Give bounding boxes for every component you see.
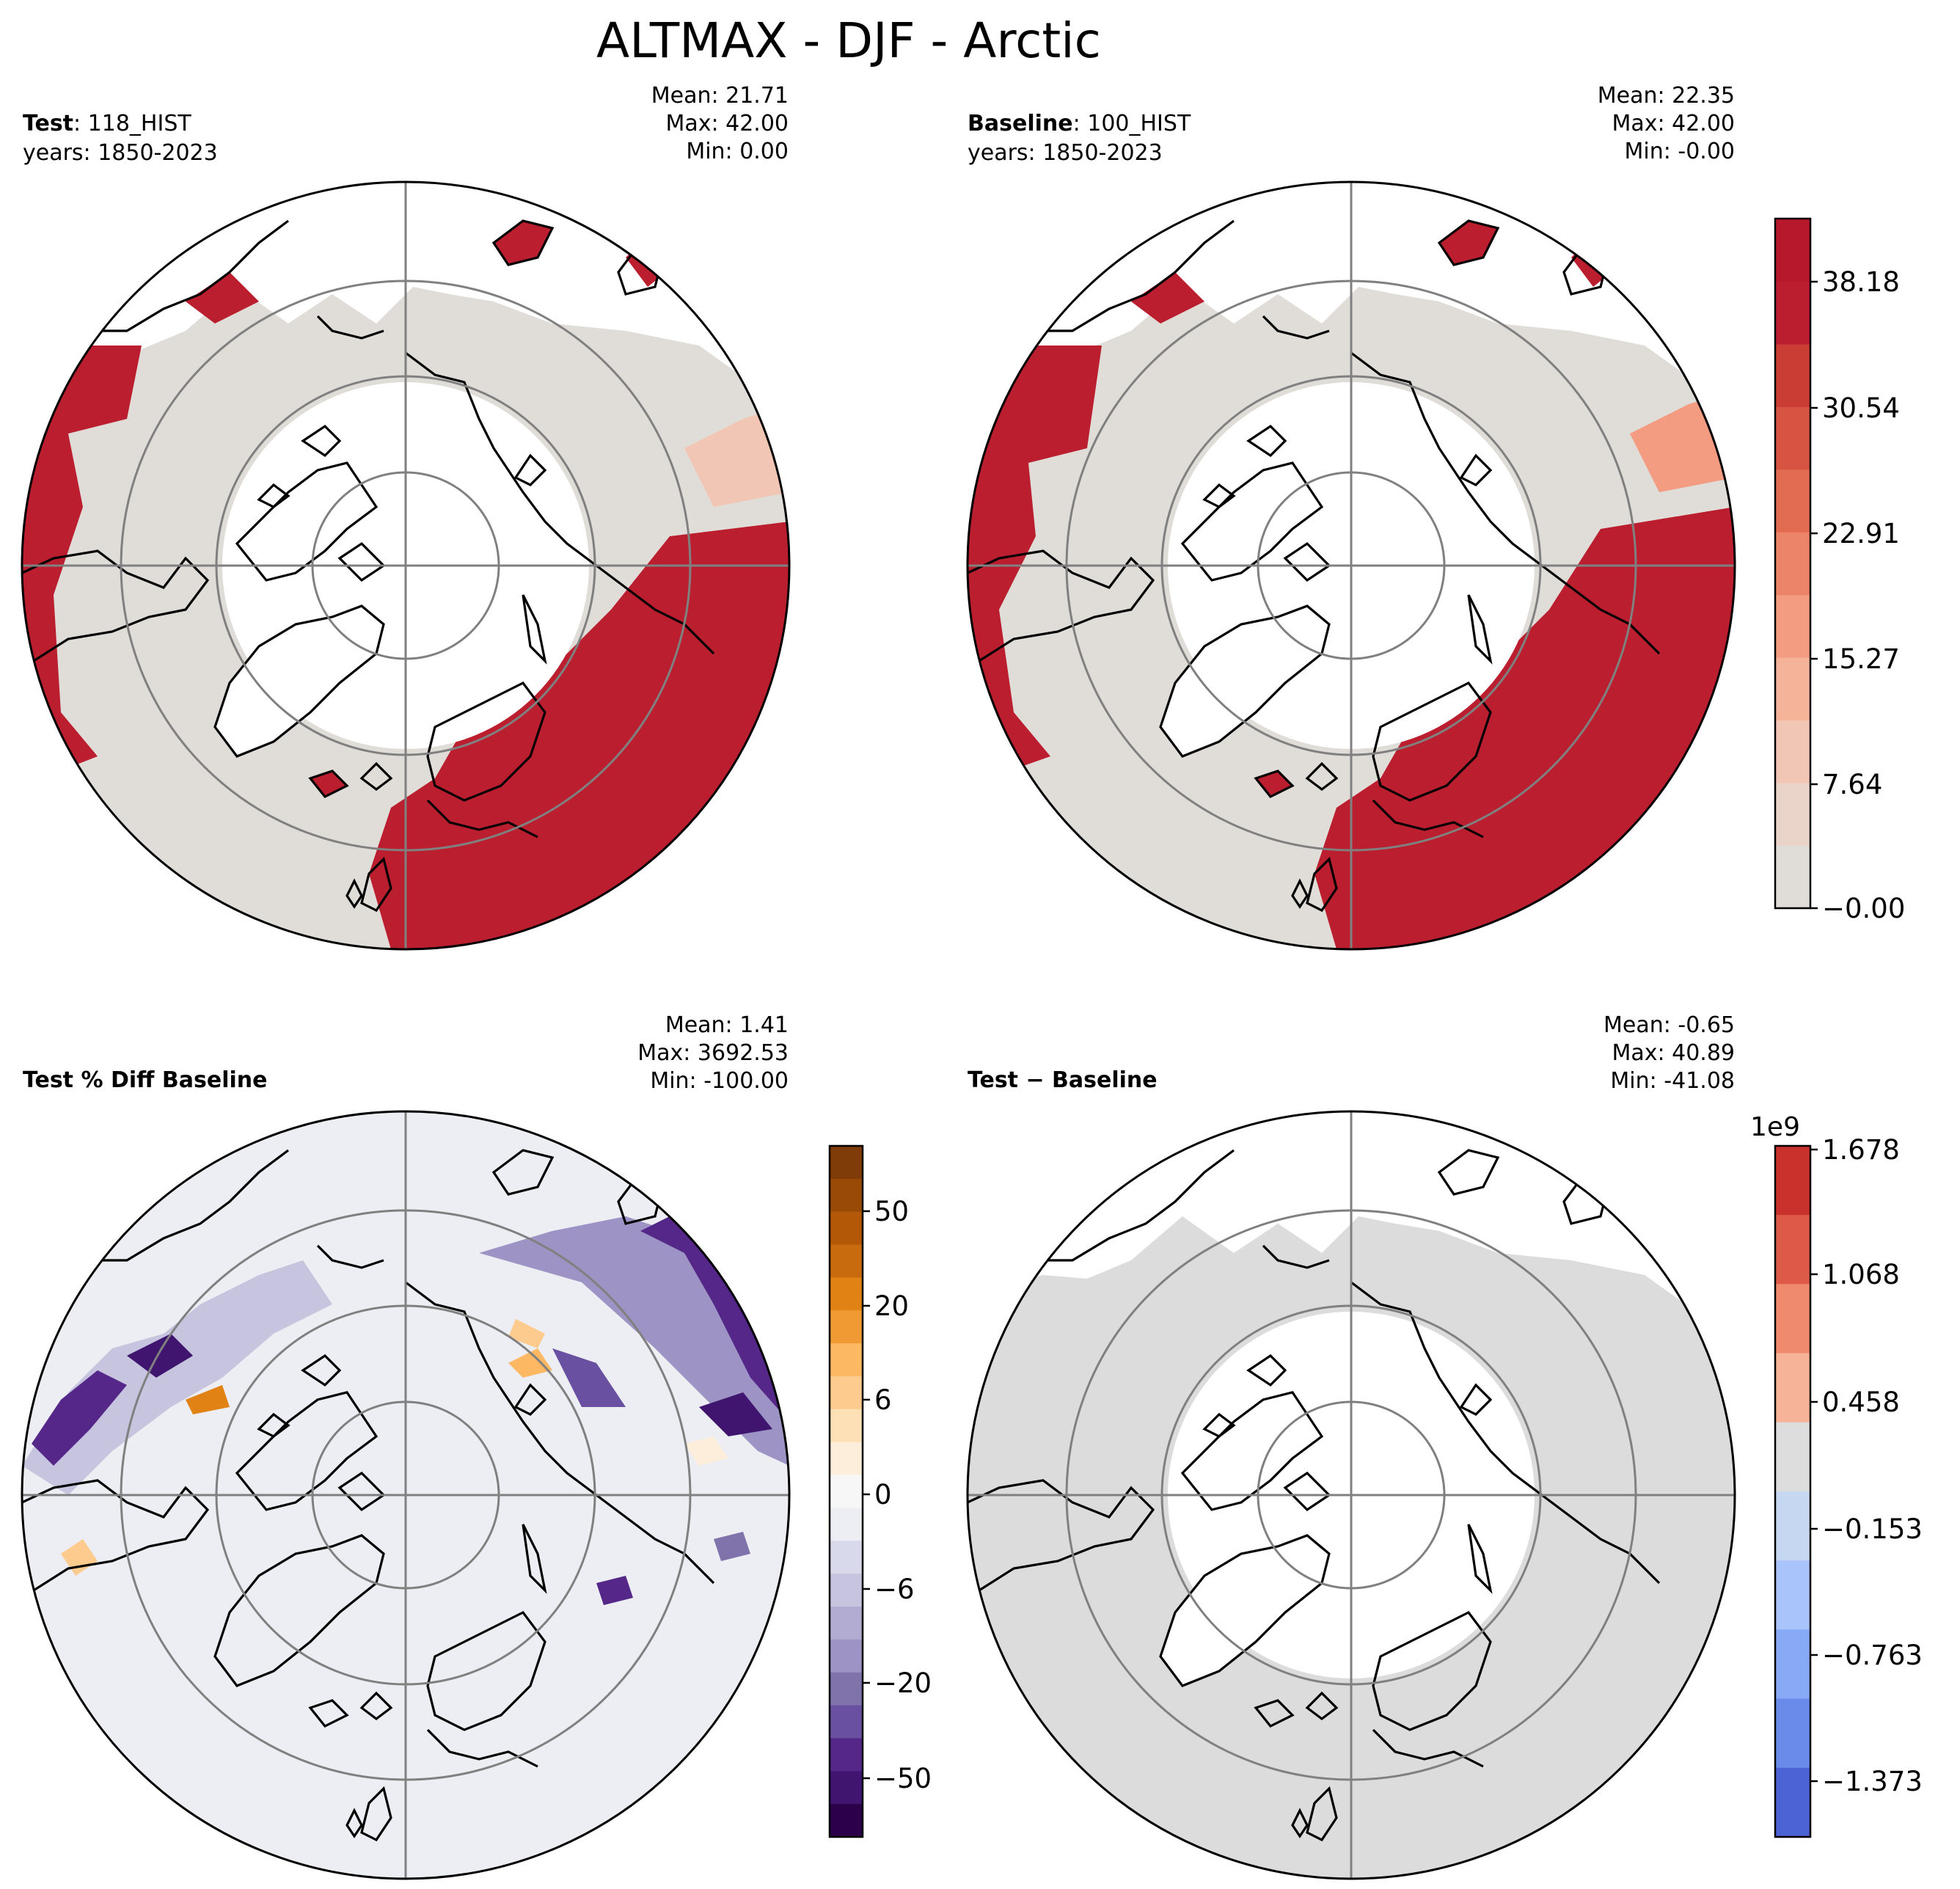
panel-pct-diff-mean: Mean: 1.41 <box>665 1012 789 1038</box>
colorbar-segment <box>1775 469 1810 533</box>
colorbar-segment <box>1775 1698 1810 1769</box>
colorbar-segment <box>830 1277 863 1311</box>
colorbar-segment <box>1775 281 1810 345</box>
panel-pct-diff-min: Min: -100.00 <box>650 1068 789 1094</box>
colorbar-main: 38.18 30.54 22.91 15.27 7.64 −0.00 <box>1774 217 1905 924</box>
panel-baseline-label: Baseline: 100_HIST <box>968 111 1191 136</box>
map-baseline <box>966 180 1736 951</box>
panel-baseline-max: Max: 42.00 <box>1612 111 1735 136</box>
colorbar-tick-label: 1.068 <box>1822 1259 1900 1290</box>
colorbar-segment <box>830 1146 863 1180</box>
colorbar-diff-exponent: 1e9 <box>1750 1112 1800 1142</box>
colorbar-tick-label: −50 <box>874 1763 932 1794</box>
panel-pct-diff-max: Max: 3692.53 <box>637 1040 789 1066</box>
colorbar-segment <box>830 1672 863 1706</box>
colorbar-tick-label: −0.153 <box>1822 1513 1923 1545</box>
colorbar-tick-label: −20 <box>874 1667 932 1699</box>
colorbar-tick-label: 15.27 <box>1822 643 1900 675</box>
colorbar-segment <box>830 1639 863 1673</box>
colorbar-frame <box>828 1144 864 1838</box>
colorbar-segment <box>830 1738 863 1772</box>
colorbar-tick-label: 1.678 <box>1822 1134 1900 1166</box>
colorbar-segment <box>1775 1353 1810 1423</box>
colorbar-frame <box>1774 217 1812 910</box>
panel-baseline-years: years: 1850-2023 <box>968 140 1163 166</box>
colorbar-segment <box>1775 1422 1810 1492</box>
colorbar-segment <box>830 1508 863 1541</box>
colorbar-diff: 1.678 1.068 0.458 −0.153 −0.763 −1.373 <box>1774 1134 1923 1838</box>
colorbar-segment <box>830 1408 863 1443</box>
panel-pct-diff-label: Test % Diff Baseline <box>23 1067 268 1093</box>
panel-diff-min: Min: -41.08 <box>1610 1068 1735 1094</box>
colorbar-tick-label: 20 <box>874 1290 909 1322</box>
panel-test-max: Max: 42.00 <box>665 111 789 136</box>
colorbar-tick-label: 22.91 <box>1822 518 1900 549</box>
colorbar-segment <box>830 1804 863 1838</box>
colorbar-segment <box>1775 1629 1810 1700</box>
colorbar-segment <box>1775 657 1810 721</box>
panel-test-min: Min: 0.00 <box>686 139 789 164</box>
colorbar-segment <box>830 1310 863 1344</box>
map-test <box>21 180 791 951</box>
colorbar-segment <box>830 1574 863 1607</box>
panel-baseline-mean: Mean: 22.35 <box>1598 83 1735 109</box>
colorbar-segment <box>830 1178 863 1213</box>
map-pct-diff <box>21 1110 791 1880</box>
figure-title: ALTMAX - DJF - Arctic <box>596 12 1101 69</box>
colorbar-segment <box>830 1475 863 1508</box>
colorbar-tick-label: −0.00 <box>1822 893 1905 924</box>
map-diff <box>966 1110 1736 1880</box>
colorbar-tick-label: 0 <box>874 1479 892 1510</box>
colorbar-segment <box>830 1607 863 1640</box>
colorbar-segment <box>830 1343 863 1377</box>
colorbar-segment <box>830 1244 863 1278</box>
panel-diff: Test − Baseline Mean: -0.65 Max: 40.89 M… <box>966 1012 1736 1880</box>
panel-test-mean: Mean: 21.71 <box>651 83 789 109</box>
colorbar-tick-label: 30.54 <box>1822 392 1900 424</box>
colorbar-segment <box>1775 783 1810 847</box>
colorbar-tick-label: 50 <box>874 1196 909 1227</box>
colorbar-segment <box>830 1541 863 1574</box>
colorbar-segment <box>1775 845 1810 909</box>
colorbar-tick-label: 38.18 <box>1822 266 1900 298</box>
colorbar-tick-label: 6 <box>874 1384 892 1416</box>
colorbar-segment <box>830 1705 863 1739</box>
colorbar-segment <box>1775 1146 1810 1216</box>
panel-test-years: years: 1850-2023 <box>23 140 218 166</box>
colorbar-segment <box>1775 1284 1810 1354</box>
colorbar-segment <box>830 1771 863 1805</box>
colorbar-segment <box>1775 720 1810 783</box>
colorbar-tick-label: 7.64 <box>1822 769 1882 800</box>
colorbar-segment <box>1775 406 1810 470</box>
colorbar-segment <box>1775 1560 1810 1630</box>
panel-diff-label: Test − Baseline <box>968 1067 1158 1093</box>
colorbar-segment <box>1775 594 1810 658</box>
colorbar-segment <box>1775 1215 1810 1285</box>
panel-pct-diff: Test % Diff Baseline Mean: 1.41 Max: 369… <box>21 1012 791 1880</box>
panel-baseline: Baseline: 100_HIST years: 1850-2023 Mean… <box>966 83 1736 951</box>
panel-test-label: Test: 118_HIST <box>23 111 191 136</box>
colorbar-segment <box>1775 219 1810 282</box>
colorbar-frame <box>1774 1144 1812 1838</box>
panel-diff-max: Max: 40.89 <box>1612 1040 1735 1066</box>
colorbar-pct-diff: 50 20 6 0 −6 −20 −50 <box>828 1144 932 1838</box>
colorbar-tick-label: −6 <box>874 1574 915 1605</box>
colorbar-tick-label: −0.763 <box>1822 1640 1923 1671</box>
colorbar-tick-label: 0.458 <box>1822 1386 1900 1418</box>
panel-diff-mean: Mean: -0.65 <box>1604 1012 1735 1038</box>
colorbar-segment <box>830 1442 863 1476</box>
panel-baseline-min: Min: -0.00 <box>1625 139 1736 164</box>
colorbar-segment <box>1775 1767 1810 1838</box>
colorbar-segment <box>830 1211 863 1246</box>
colorbar-tick-label: −1.373 <box>1822 1766 1923 1797</box>
colorbar-segment <box>830 1376 863 1410</box>
colorbar-segment <box>1775 343 1810 407</box>
colorbar-segment <box>1775 532 1810 596</box>
panel-test: Test: 118_HIST years: 1850-2023 Mean: 21… <box>21 83 791 951</box>
colorbar-segment <box>1775 1491 1810 1561</box>
